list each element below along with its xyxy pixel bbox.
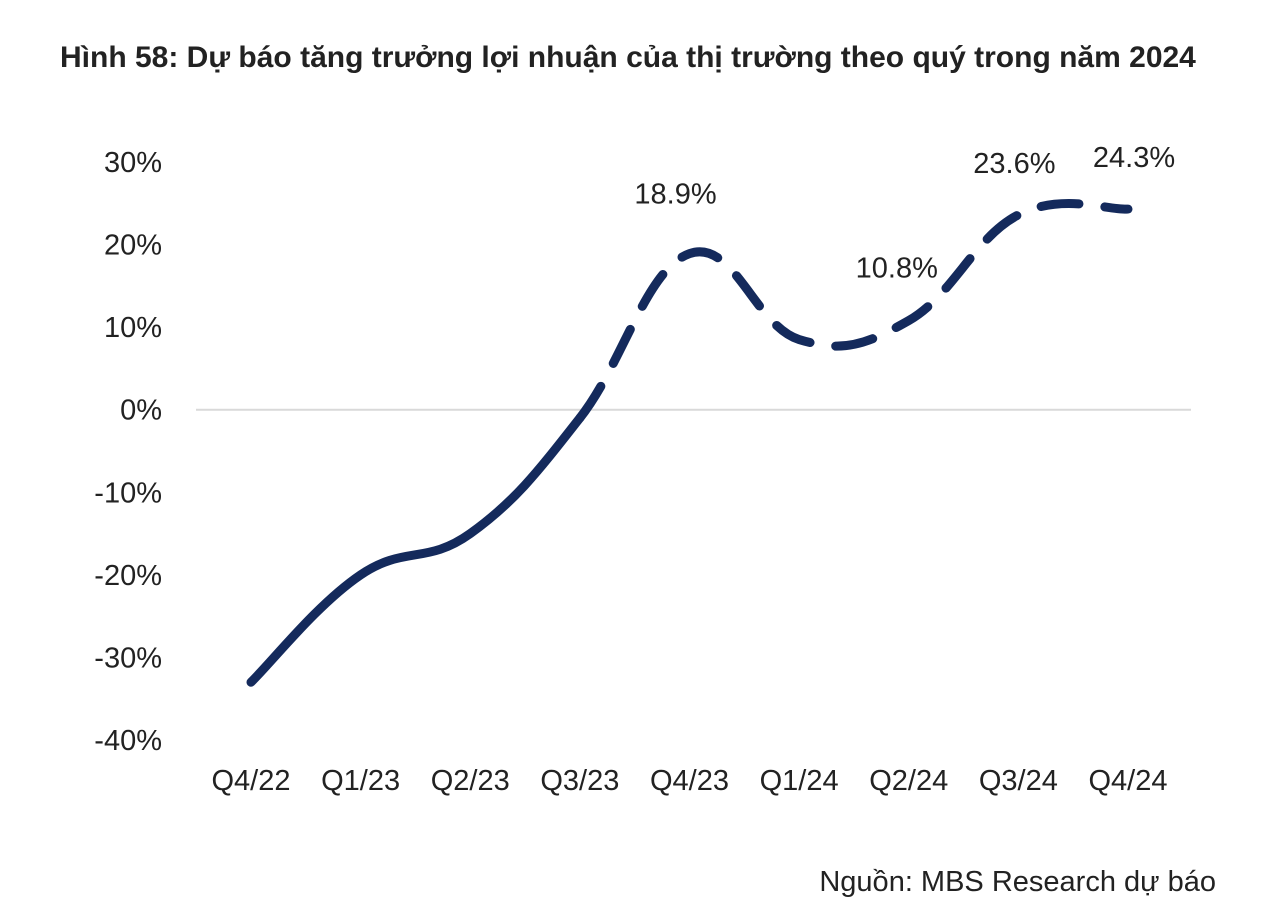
y-tick-label: 20% bbox=[104, 230, 162, 262]
x-tick-label: Q2/24 bbox=[869, 765, 948, 797]
y-tick-label: 0% bbox=[120, 395, 162, 427]
source-note: Nguồn: MBS Research dự báo bbox=[819, 866, 1216, 898]
x-tick-label: Q4/23 bbox=[650, 765, 729, 797]
data-labels: 18.9% 10.8% 23.6% 24.3% bbox=[634, 142, 1175, 284]
x-tick-label: Q3/24 bbox=[979, 765, 1058, 797]
y-tick-label: -10% bbox=[94, 477, 162, 509]
series-line-actual bbox=[246, 413, 585, 687]
series-line-forecast bbox=[575, 199, 1133, 423]
y-tick-label: 30% bbox=[104, 147, 162, 179]
chart-title: Hình 58: Dự báo tăng trưởng lợi nhuận củ… bbox=[60, 41, 1196, 74]
x-tick-label: Q1/24 bbox=[760, 765, 839, 797]
series-line bbox=[246, 199, 1133, 687]
data-label: 24.3% bbox=[1093, 142, 1175, 174]
x-axis-ticks: Q4/22 Q1/23 Q2/23 Q3/23 Q4/23 Q1/24 Q2/24 Q3/24… bbox=[212, 765, 1168, 797]
x-tick-label: Q4/24 bbox=[1089, 765, 1168, 797]
y-axis-ticks: 30% 20% 10% 0% -10% -20% -30% -40% bbox=[94, 147, 162, 757]
y-tick-label: -30% bbox=[94, 642, 162, 674]
data-label: 18.9% bbox=[634, 179, 716, 211]
x-tick-label: Q1/23 bbox=[321, 765, 400, 797]
y-tick-label: -20% bbox=[94, 560, 162, 592]
x-tick-label: Q3/23 bbox=[540, 765, 619, 797]
y-tick-label: 10% bbox=[104, 312, 162, 344]
y-tick-label: -40% bbox=[94, 725, 162, 757]
data-label: 10.8% bbox=[856, 253, 938, 285]
x-tick-label: Q4/22 bbox=[212, 765, 291, 797]
data-label: 23.6% bbox=[973, 148, 1055, 180]
x-tick-label: Q2/23 bbox=[431, 765, 510, 797]
